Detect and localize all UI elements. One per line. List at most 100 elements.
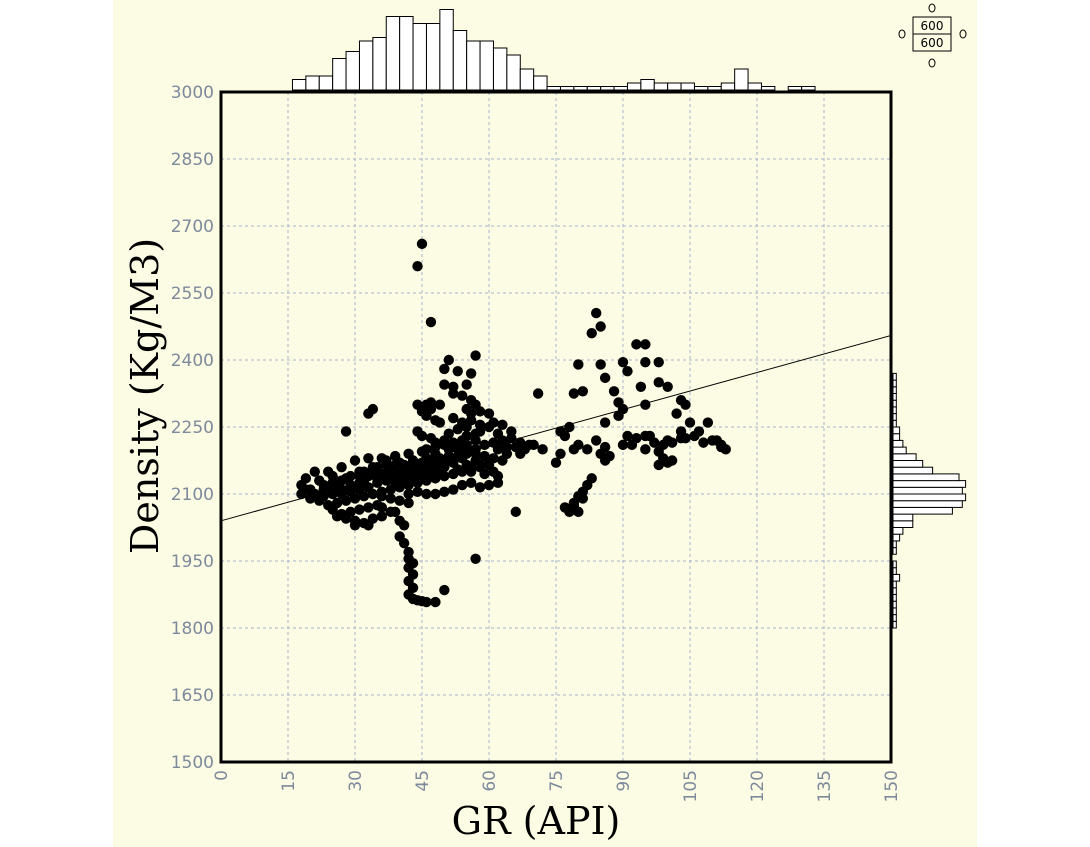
data-point xyxy=(363,470,374,482)
data-point xyxy=(434,453,446,464)
y-tick-label: 2400 xyxy=(171,351,214,371)
data-point xyxy=(403,488,414,500)
y-histogram-bar xyxy=(892,486,963,495)
data-point xyxy=(640,444,651,455)
data-point xyxy=(582,444,593,455)
data-point xyxy=(631,339,642,350)
data-point xyxy=(666,455,678,466)
y-histogram-bar xyxy=(892,580,897,589)
y-histogram-bar xyxy=(892,372,897,381)
data-point xyxy=(457,417,468,428)
data-point xyxy=(653,357,664,368)
data-point xyxy=(354,504,365,515)
data-point xyxy=(439,379,450,390)
data-point xyxy=(363,502,374,513)
data-point xyxy=(640,339,651,350)
x-histogram-bar xyxy=(546,86,561,91)
x-tick-labels: 0 15 30 45 60 75 90 105 120 135 150 xyxy=(212,770,902,802)
x-histogram-bar xyxy=(573,86,588,91)
data-point xyxy=(434,466,446,477)
data-point xyxy=(416,430,428,442)
data-point xyxy=(448,388,459,399)
y-tick-label: 3000 xyxy=(171,83,214,103)
data-point xyxy=(573,359,584,370)
x-histogram-bar xyxy=(385,16,401,91)
data-point xyxy=(434,417,446,428)
y-histogram-bar xyxy=(892,506,953,515)
data-point xyxy=(300,484,312,495)
data-point xyxy=(398,459,410,471)
data-point xyxy=(349,520,361,531)
data-point xyxy=(448,484,459,495)
data-point xyxy=(559,430,571,442)
data-point xyxy=(470,350,481,361)
data-point xyxy=(595,321,606,332)
x-histogram-bar xyxy=(760,86,776,91)
y-tick-label: 2700 xyxy=(171,217,214,237)
data-point xyxy=(577,386,588,397)
y-histogram-bar xyxy=(892,540,897,549)
y-histogram-bar xyxy=(892,527,904,535)
data-point xyxy=(492,477,504,489)
data-point xyxy=(416,470,428,482)
y-tick-label: 2100 xyxy=(171,485,214,505)
plot-frame xyxy=(219,90,893,764)
data-point xyxy=(425,468,437,480)
y-histogram-bar xyxy=(892,620,897,629)
data-point xyxy=(599,455,611,466)
data-point xyxy=(568,444,580,455)
data-point xyxy=(483,421,495,433)
data-point xyxy=(430,596,441,608)
data-point xyxy=(363,520,374,531)
y-histogram-bar xyxy=(892,573,901,582)
y-histogram-bar xyxy=(892,587,897,595)
data-point xyxy=(452,450,463,462)
data-point xyxy=(390,477,401,489)
y-histogram-bar xyxy=(892,567,897,575)
y-histogram-bar xyxy=(892,480,967,488)
data-point xyxy=(564,421,575,433)
data-point xyxy=(376,491,387,502)
data-point xyxy=(640,430,651,442)
y-histogram-bar xyxy=(892,594,897,602)
data-point xyxy=(443,428,454,439)
data-point xyxy=(492,444,504,455)
x-histogram-bar xyxy=(452,30,468,91)
y-tick-label: 2850 xyxy=(171,150,214,170)
data-point xyxy=(416,238,428,250)
x-histogram-bar xyxy=(653,82,669,91)
x-histogram-bar xyxy=(466,40,481,91)
y-histogram-bar xyxy=(892,520,914,528)
y-histogram-bar xyxy=(892,413,897,421)
data-point xyxy=(461,448,472,459)
data-point xyxy=(416,457,428,468)
x-histogram xyxy=(291,9,816,91)
data-point xyxy=(309,488,320,500)
scale-handle-bottom xyxy=(928,58,936,68)
x-histogram-bar xyxy=(345,51,360,91)
data-point xyxy=(457,479,468,491)
data-point xyxy=(537,444,548,455)
x-histogram-bar xyxy=(506,54,521,91)
y-histogram-bar xyxy=(892,600,897,609)
y-histogram xyxy=(892,372,967,629)
y-histogram-bar xyxy=(892,433,901,441)
data-point xyxy=(599,372,611,384)
data-point xyxy=(586,473,597,484)
x-histogram-bar xyxy=(439,9,454,91)
y-histogram-bar xyxy=(892,419,897,428)
x-tick-label: 60 xyxy=(480,770,500,792)
data-point xyxy=(671,408,682,419)
x-histogram-bar xyxy=(399,16,414,91)
data-point xyxy=(617,439,629,451)
data-point xyxy=(372,473,383,484)
data-point xyxy=(640,357,651,368)
data-point xyxy=(479,468,490,480)
y-tick-label: 1500 xyxy=(171,753,214,773)
data-point xyxy=(470,444,481,455)
data-point xyxy=(465,368,477,379)
data-point xyxy=(461,439,472,451)
x-tick-label: 30 xyxy=(346,770,366,792)
x-histogram-bar xyxy=(412,23,427,91)
x-histogram-bar xyxy=(586,86,602,91)
